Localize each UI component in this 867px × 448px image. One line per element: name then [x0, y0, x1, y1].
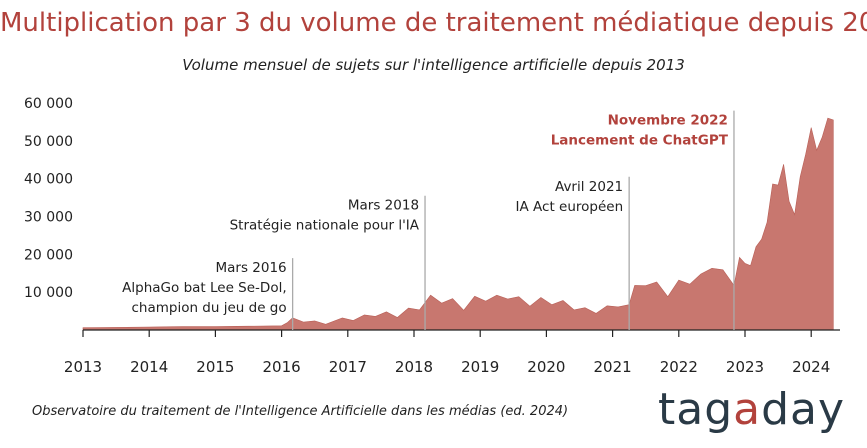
y-tick-label: 40 000: [24, 172, 73, 188]
x-tick-label: 2022: [660, 358, 698, 376]
y-tick-label: 30 000: [24, 210, 73, 226]
x-tick-label: 2015: [196, 358, 234, 376]
annotation-date: Avril 2021: [555, 179, 623, 195]
annotation-text: IA Act européen: [516, 199, 624, 215]
annotation-date: Mars 2018: [348, 198, 419, 214]
x-tick-label: 2023: [726, 358, 764, 376]
y-tick-label: 10 000: [24, 285, 73, 301]
chart-title: Multiplication par 3 du volume de traite…: [0, 8, 867, 38]
logo-text-end: day: [761, 384, 846, 435]
x-tick-label: 2020: [527, 358, 565, 376]
area-chart: 10 000 20 000 30 000 40 000 50 000 60 000 2013…: [24, 96, 840, 376]
logo-text-accent: a: [733, 384, 762, 435]
x-tick-label: 2017: [329, 358, 367, 376]
logo-text-start: tag: [658, 384, 734, 435]
annotation-text: AlphaGo bat Lee Se-Dol,: [122, 280, 286, 296]
y-tick-label: 50 000: [24, 134, 73, 150]
annotation-text: champion du jeu de go: [131, 300, 286, 316]
x-tick-label: 2024: [792, 358, 830, 376]
y-tick-label: 20 000: [24, 247, 73, 263]
annotation-date: Novembre 2022: [608, 113, 728, 129]
annotation-date: Mars 2016: [215, 260, 286, 276]
x-tick-label: 2021: [594, 358, 632, 376]
x-tick-label: 2013: [64, 358, 102, 376]
annotation-text: Lancement de ChatGPT: [551, 133, 729, 149]
source-note: Observatoire du traitement de l'Intellig…: [32, 404, 569, 419]
x-tick-label: 2016: [263, 358, 301, 376]
x-tick-label: 2014: [130, 358, 168, 376]
annotation-text: Stratégie nationale pour l'IA: [230, 218, 420, 234]
area-series: [82, 117, 834, 331]
tagaday-logo: tagaday: [658, 384, 845, 435]
chart-subtitle: Volume mensuel de sujets sur l'intellige…: [182, 56, 685, 74]
y-tick-label: 60 000: [24, 96, 73, 112]
x-tick-label: 2018: [395, 358, 433, 376]
x-tick-label: 2019: [461, 358, 499, 376]
